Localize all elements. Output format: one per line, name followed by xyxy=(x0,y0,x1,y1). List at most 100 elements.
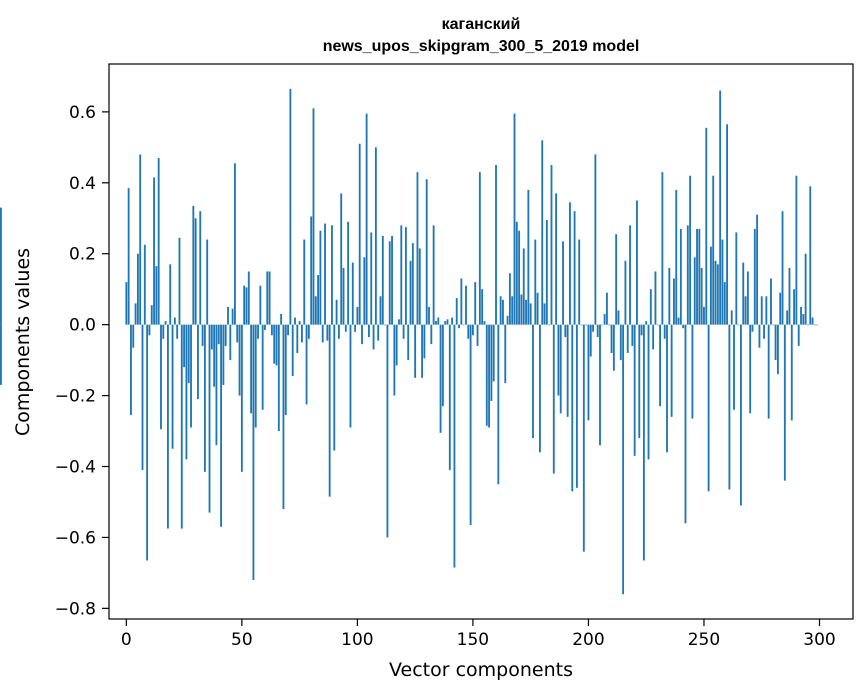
bar xyxy=(767,324,770,419)
bar xyxy=(224,324,227,346)
bar xyxy=(557,324,560,396)
bar xyxy=(337,324,340,339)
bar xyxy=(280,314,283,325)
bar xyxy=(737,324,740,326)
bar xyxy=(125,282,128,325)
bar xyxy=(587,324,590,421)
bar xyxy=(716,264,719,325)
bar xyxy=(670,324,673,417)
bar xyxy=(356,306,359,325)
bar xyxy=(712,175,715,325)
bar xyxy=(636,200,638,325)
plot-frame xyxy=(108,63,854,620)
bar xyxy=(236,324,239,343)
bar xyxy=(543,303,546,325)
bar xyxy=(772,324,775,326)
bar xyxy=(333,324,336,451)
bar xyxy=(508,273,511,325)
y-tick-label: 0.4 xyxy=(69,174,96,194)
bar xyxy=(143,244,146,325)
bar xyxy=(261,324,264,410)
x-tick-label: 200 xyxy=(572,630,604,650)
bar xyxy=(534,239,537,325)
chart-subtitle: news_upos_skipgram_300_5_2019 model xyxy=(323,38,640,55)
bar xyxy=(217,324,220,345)
bar xyxy=(418,248,421,325)
bar xyxy=(649,289,652,325)
x-tick-label: 300 xyxy=(803,630,835,650)
bar xyxy=(703,306,705,325)
x-tick-label: 50 xyxy=(231,630,253,650)
bar xyxy=(663,324,666,339)
bar xyxy=(298,321,301,325)
bar xyxy=(368,324,370,338)
bar xyxy=(287,324,289,336)
bar xyxy=(790,324,793,421)
bar xyxy=(291,324,294,377)
bar xyxy=(307,324,310,339)
bar xyxy=(178,237,181,325)
bar xyxy=(381,236,384,325)
bar xyxy=(187,324,190,384)
bar xyxy=(559,324,562,414)
bar xyxy=(148,324,151,336)
bar xyxy=(252,324,255,580)
bar xyxy=(709,246,712,325)
bar xyxy=(696,228,698,325)
bar xyxy=(813,324,816,326)
y-tick-label: 0.0 xyxy=(69,316,96,336)
bar xyxy=(816,324,819,326)
bar xyxy=(414,324,417,378)
bar xyxy=(173,317,176,325)
bar xyxy=(612,324,615,371)
bar xyxy=(719,90,722,325)
bar xyxy=(504,324,507,384)
bar xyxy=(666,324,668,453)
bar xyxy=(331,225,333,325)
bar xyxy=(164,321,167,325)
bar xyxy=(661,172,664,325)
bar xyxy=(469,324,472,526)
bar xyxy=(740,324,742,506)
bar xyxy=(652,324,655,350)
bar xyxy=(342,267,345,325)
bar xyxy=(689,175,692,325)
bar xyxy=(645,321,648,325)
bar xyxy=(552,324,555,474)
bar xyxy=(169,264,172,325)
bar xyxy=(289,88,292,325)
bar xyxy=(596,324,599,338)
bar xyxy=(465,285,467,325)
bar xyxy=(698,228,701,325)
bar xyxy=(312,108,315,325)
bar xyxy=(277,324,280,432)
bar xyxy=(132,324,135,348)
bar xyxy=(763,324,765,339)
bar xyxy=(430,324,433,345)
bar xyxy=(190,324,192,428)
bar xyxy=(802,314,805,325)
bar xyxy=(437,317,440,325)
bar xyxy=(788,267,791,325)
bar xyxy=(726,124,728,325)
bar xyxy=(721,239,724,325)
bar xyxy=(594,154,597,325)
chart-title: каганский xyxy=(442,16,521,33)
bar xyxy=(150,305,153,325)
bar xyxy=(746,271,749,325)
bar xyxy=(282,324,285,510)
bar xyxy=(402,324,405,339)
bar xyxy=(506,315,509,325)
bar xyxy=(797,324,800,346)
bar xyxy=(305,324,308,405)
bar xyxy=(518,230,521,325)
bar xyxy=(659,324,661,407)
bar xyxy=(723,282,726,325)
bar xyxy=(301,324,303,343)
bar xyxy=(208,324,211,513)
bar xyxy=(407,324,410,361)
bar xyxy=(194,218,197,325)
bar xyxy=(756,214,759,325)
bar xyxy=(458,324,460,329)
x-tick-label: 0 xyxy=(121,630,132,650)
